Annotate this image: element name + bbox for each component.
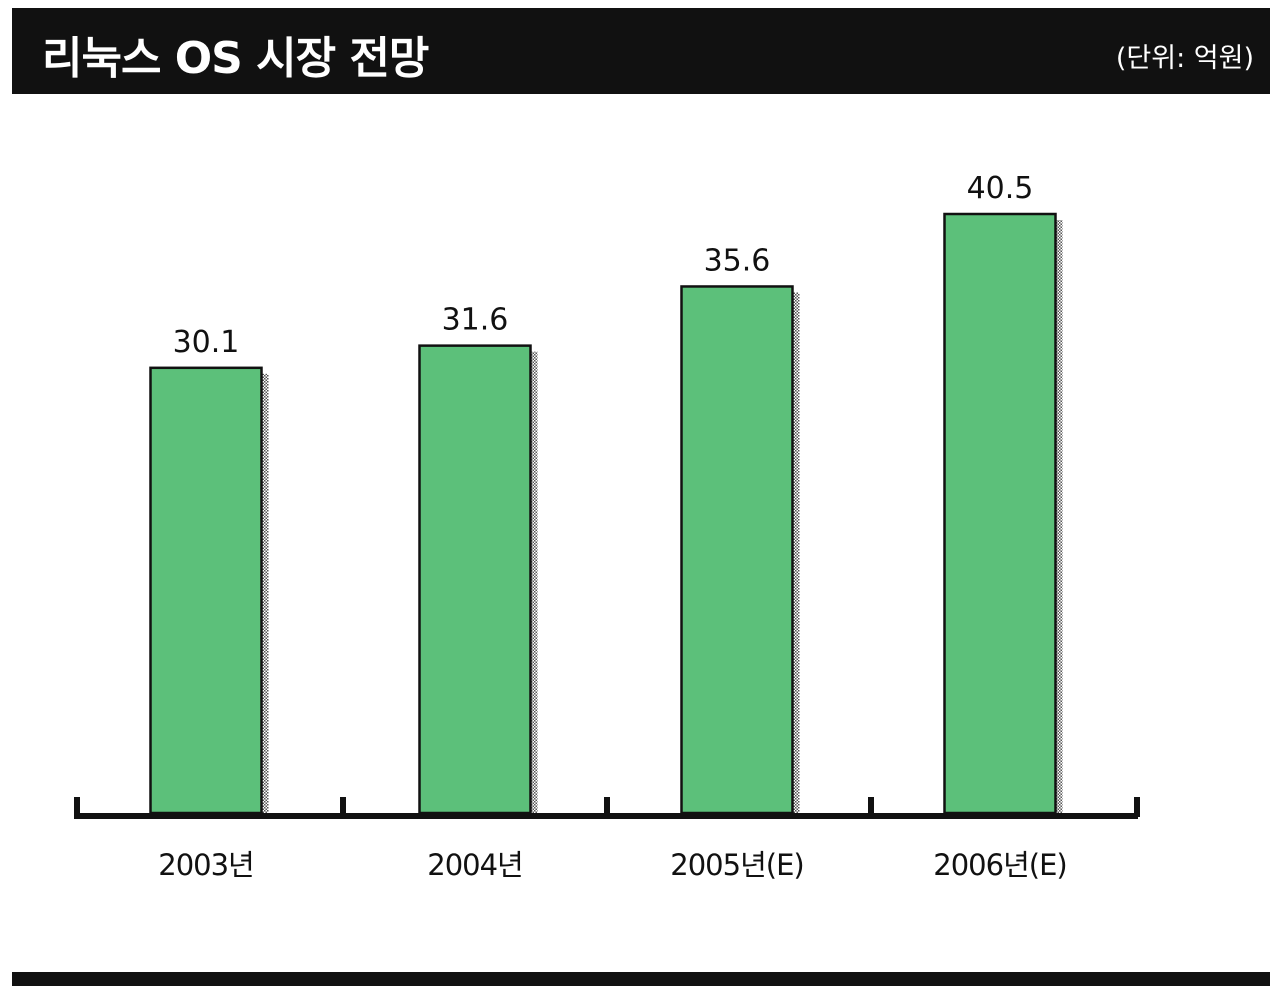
unit-label: (단위: 억원) <box>1115 43 1254 74</box>
bar <box>943 212 1057 815</box>
chart-title: 리눅스 OS 시장 전망 <box>42 33 429 84</box>
category-label: 2004년 <box>427 848 522 882</box>
bar <box>418 344 532 815</box>
category-label: 2006년(E) <box>933 848 1066 882</box>
data-label: 30.1 <box>173 325 240 360</box>
data-label: 40.5 <box>967 171 1034 206</box>
bar-shadow <box>261 373 269 813</box>
header-bar: 리눅스 OS 시장 전망 (단위: 억원) <box>12 8 1270 94</box>
x-axis-tick <box>868 797 874 817</box>
bar <box>149 366 263 815</box>
data-label: 31.6 <box>442 303 509 338</box>
footer-bar <box>12 972 1270 986</box>
x-axis-tick <box>74 797 80 817</box>
x-axis-tick <box>340 797 346 817</box>
bar-shadow <box>530 351 538 813</box>
data-label: 35.6 <box>704 243 771 278</box>
bar-shadow <box>1055 220 1063 813</box>
bar <box>680 285 794 815</box>
x-axis-tick <box>1134 797 1140 817</box>
x-axis-tick <box>604 797 610 817</box>
category-label: 2005년(E) <box>670 848 803 882</box>
bar-shadow <box>792 292 800 813</box>
category-label: 2003년 <box>158 848 253 882</box>
